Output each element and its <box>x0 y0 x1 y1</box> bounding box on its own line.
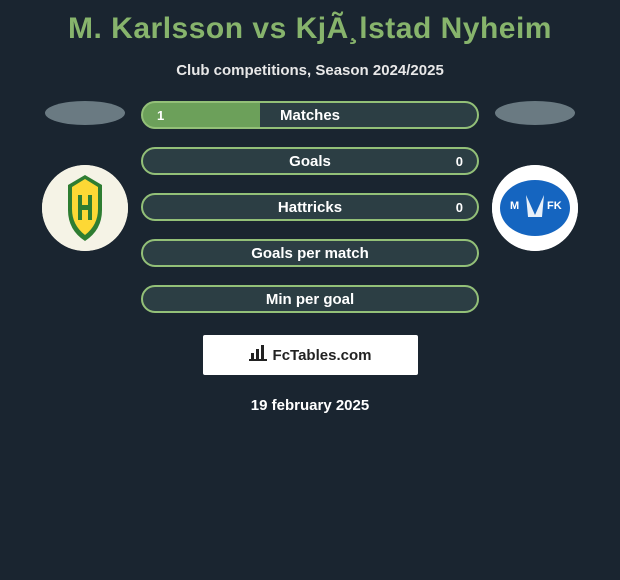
svg-text:M: M <box>510 200 519 212</box>
chart-icon <box>249 345 267 365</box>
right-pill-shape <box>495 101 575 125</box>
branding-text: FcTables.com <box>273 347 372 364</box>
page-title: M. Karlsson vs KjÃ¸lstad Nyheim <box>0 0 620 46</box>
left-side-column <box>30 101 140 251</box>
stat-right-value: 0 <box>442 154 477 169</box>
right-team-logo: M FK <box>492 165 578 251</box>
stat-label: Min per goal <box>143 291 477 308</box>
stat-left-value: 1 <box>143 108 178 123</box>
page-subtitle: Club competitions, Season 2024/2025 <box>0 62 620 79</box>
svg-text:FK: FK <box>547 200 562 212</box>
right-side-column: M FK <box>480 101 590 251</box>
left-pill-shape <box>45 101 125 125</box>
hammarby-icon <box>42 165 128 251</box>
stat-label: Goals <box>143 153 477 170</box>
stat-bar: 1Matches <box>141 101 479 129</box>
stats-column: 1MatchesGoals0Hattricks0Goals per matchM… <box>140 101 480 414</box>
stat-label: Matches <box>143 107 477 124</box>
branding-box: FcTables.com <box>203 335 418 375</box>
stat-bar: Hattricks0 <box>141 193 479 221</box>
stat-label: Goals per match <box>143 245 477 262</box>
left-team-logo <box>42 165 128 251</box>
stat-bar: Goals per match <box>141 239 479 267</box>
stat-label: Hattricks <box>143 199 477 216</box>
molde-icon: M FK <box>492 165 578 251</box>
stat-bar: Min per goal <box>141 285 479 313</box>
main-row: 1MatchesGoals0Hattricks0Goals per matchM… <box>0 101 620 414</box>
stat-bar: Goals0 <box>141 147 479 175</box>
stat-right-value: 0 <box>442 200 477 215</box>
date-label: 19 february 2025 <box>251 397 369 414</box>
infographic-container: M. Karlsson vs KjÃ¸lstad Nyheim Club com… <box>0 0 620 580</box>
